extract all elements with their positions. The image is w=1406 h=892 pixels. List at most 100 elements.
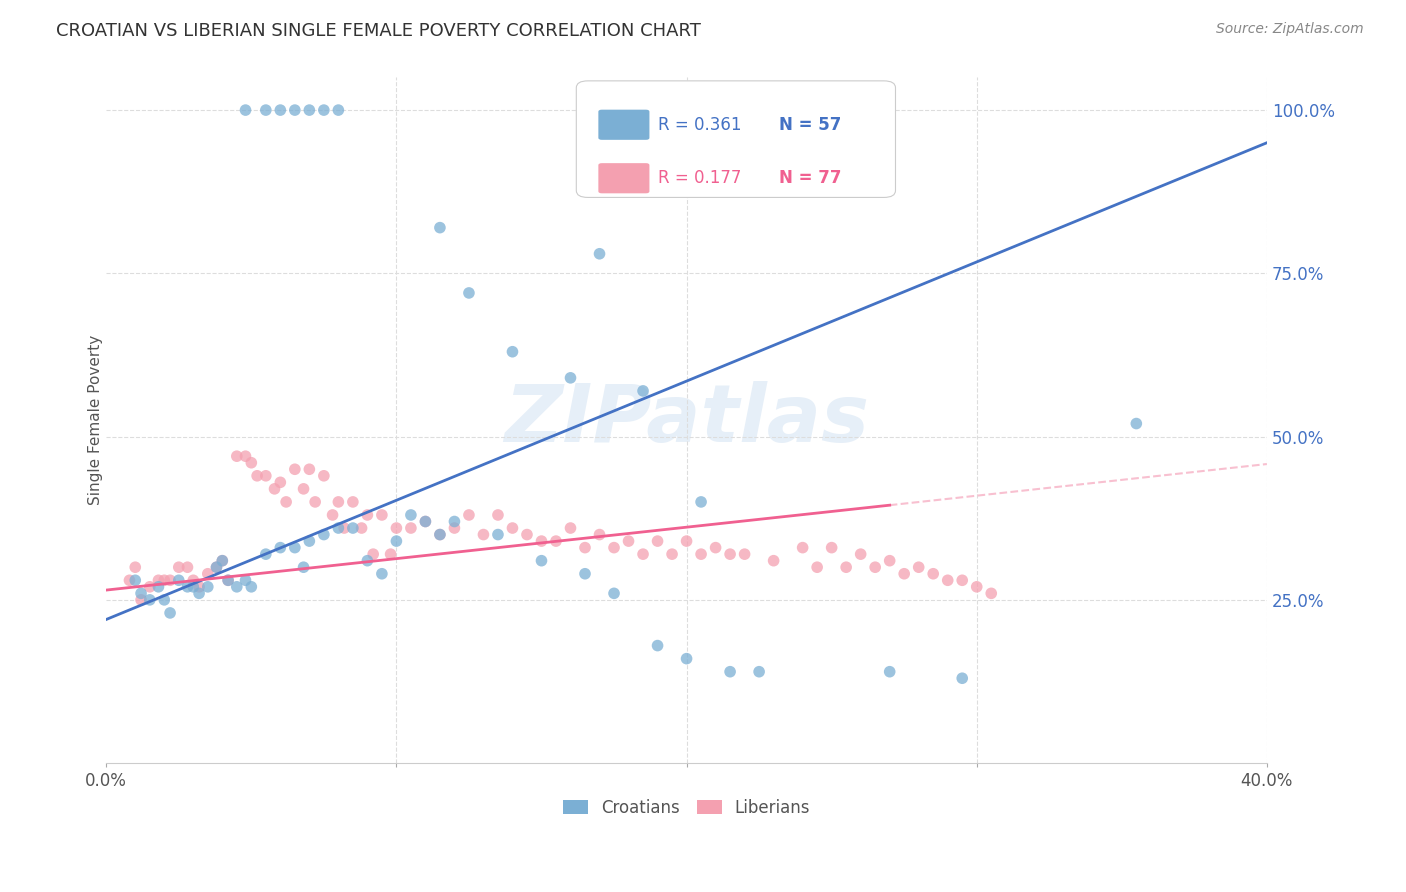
Point bbox=[276, 495, 298, 509]
Point bbox=[333, 521, 356, 535]
Point bbox=[148, 580, 170, 594]
Text: ZIPatlas: ZIPatlas bbox=[505, 381, 869, 459]
Point bbox=[197, 580, 219, 594]
Point bbox=[560, 371, 582, 385]
Point bbox=[312, 468, 335, 483]
Point bbox=[269, 475, 291, 490]
Point bbox=[129, 586, 152, 600]
Text: N = 57: N = 57 bbox=[779, 116, 842, 134]
Point bbox=[980, 586, 1002, 600]
Point bbox=[385, 534, 408, 549]
Point bbox=[429, 220, 451, 235]
Point bbox=[617, 534, 640, 549]
Point bbox=[254, 468, 277, 483]
Point bbox=[225, 449, 247, 463]
Point bbox=[217, 574, 239, 588]
Point bbox=[486, 527, 509, 541]
Point bbox=[304, 495, 326, 509]
Point bbox=[350, 521, 373, 535]
Point bbox=[734, 547, 756, 561]
Point bbox=[371, 566, 394, 581]
Point bbox=[235, 574, 257, 588]
Point bbox=[690, 495, 713, 509]
Point bbox=[399, 521, 422, 535]
Point bbox=[501, 521, 523, 535]
Point bbox=[129, 592, 152, 607]
Point bbox=[385, 521, 408, 535]
Point bbox=[356, 554, 378, 568]
Point bbox=[574, 541, 596, 555]
Text: CROATIAN VS LIBERIAN SINGLE FEMALE POVERTY CORRELATION CHART: CROATIAN VS LIBERIAN SINGLE FEMALE POVER… bbox=[56, 22, 702, 40]
Text: N = 77: N = 77 bbox=[779, 169, 842, 187]
Point bbox=[690, 547, 713, 561]
Point bbox=[675, 534, 697, 549]
Point bbox=[530, 534, 553, 549]
Point bbox=[176, 580, 198, 594]
Y-axis label: Single Female Poverty: Single Female Poverty bbox=[87, 335, 103, 506]
Point bbox=[361, 547, 384, 561]
Point bbox=[922, 566, 945, 581]
Point bbox=[342, 521, 364, 535]
Point bbox=[429, 527, 451, 541]
Point bbox=[588, 246, 610, 260]
Point bbox=[263, 482, 285, 496]
FancyBboxPatch shape bbox=[576, 81, 896, 197]
Point bbox=[181, 574, 204, 588]
Point bbox=[631, 384, 654, 398]
Point bbox=[458, 508, 481, 522]
Point bbox=[936, 574, 959, 588]
Point bbox=[458, 285, 481, 300]
Point bbox=[893, 566, 915, 581]
Point bbox=[328, 521, 350, 535]
Point bbox=[167, 574, 190, 588]
Point bbox=[205, 560, 228, 574]
Point bbox=[718, 665, 741, 679]
Text: R = 0.177: R = 0.177 bbox=[658, 169, 741, 187]
Point bbox=[879, 665, 901, 679]
Point bbox=[631, 547, 654, 561]
Point bbox=[328, 103, 350, 117]
Point bbox=[472, 527, 495, 541]
Point bbox=[298, 103, 321, 117]
Point bbox=[835, 560, 858, 574]
Point bbox=[292, 482, 315, 496]
Point bbox=[371, 508, 394, 522]
Point bbox=[380, 547, 402, 561]
Point bbox=[544, 534, 567, 549]
Point bbox=[647, 534, 669, 549]
Point bbox=[415, 515, 437, 529]
Point bbox=[399, 508, 422, 522]
Point bbox=[240, 580, 263, 594]
Point bbox=[966, 580, 988, 594]
Point bbox=[225, 580, 247, 594]
Point bbox=[821, 541, 844, 555]
Point bbox=[284, 541, 307, 555]
Point bbox=[159, 606, 181, 620]
Point bbox=[950, 574, 973, 588]
Point bbox=[950, 671, 973, 685]
Point bbox=[1125, 417, 1147, 431]
Point bbox=[269, 103, 291, 117]
Text: R = 0.361: R = 0.361 bbox=[658, 116, 741, 134]
Point bbox=[675, 651, 697, 665]
Point bbox=[661, 547, 683, 561]
Point bbox=[907, 560, 929, 574]
Point bbox=[806, 560, 828, 574]
Point bbox=[159, 574, 181, 588]
Point bbox=[322, 508, 344, 522]
Point bbox=[603, 586, 626, 600]
Point bbox=[560, 521, 582, 535]
Point bbox=[748, 665, 770, 679]
Point bbox=[217, 574, 239, 588]
Legend: Croatians, Liberians: Croatians, Liberians bbox=[557, 792, 817, 823]
FancyBboxPatch shape bbox=[599, 163, 650, 194]
Point bbox=[356, 508, 378, 522]
Point bbox=[704, 541, 727, 555]
Point bbox=[124, 574, 146, 588]
Point bbox=[298, 534, 321, 549]
Point bbox=[205, 560, 228, 574]
Point bbox=[603, 541, 626, 555]
Point bbox=[298, 462, 321, 476]
Point bbox=[269, 541, 291, 555]
Point bbox=[167, 560, 190, 574]
